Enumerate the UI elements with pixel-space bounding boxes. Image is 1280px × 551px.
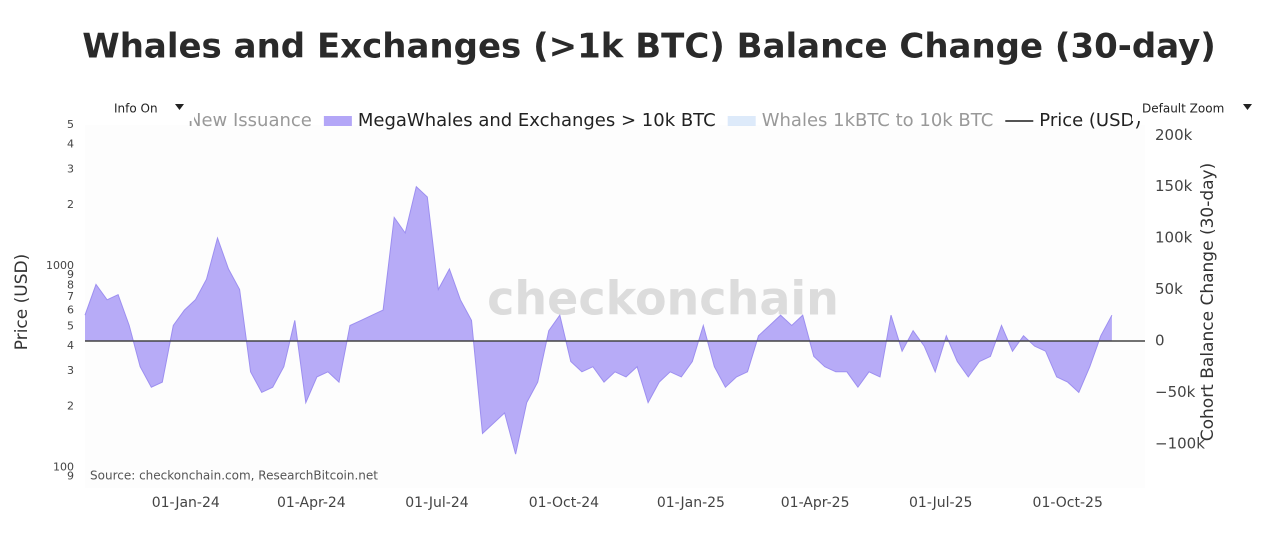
x-tick-label: 01-Jul-25 xyxy=(909,495,972,511)
area-line xyxy=(84,185,1113,455)
y-tick-label: 5 xyxy=(67,320,74,333)
y-tick-label: 2 xyxy=(67,198,74,211)
legend-swatch xyxy=(323,116,352,126)
x-tick-label: 01-Jan-25 xyxy=(657,495,725,511)
y-tick-label: 4 xyxy=(67,339,74,352)
y2-tick-label: −100k xyxy=(1155,434,1205,452)
y-tick-label: 9 xyxy=(67,470,74,483)
legend-label[interactable]: New Issuance xyxy=(188,110,312,131)
y2-tick-label: 200k xyxy=(1155,126,1193,144)
legend-label[interactable]: Whales 1kBTC to 10k BTC xyxy=(762,110,994,131)
zoom-dropdown[interactable]: Default Zoom xyxy=(1132,97,1258,121)
y-tick-label: 1000 xyxy=(46,259,74,272)
x-tick-label: 01-Jan-24 xyxy=(152,495,220,511)
y-axis-label: Price (USD) xyxy=(12,254,32,350)
dropdown-label[interactable]: Info On xyxy=(114,102,158,116)
x-tick-label: 01-Apr-25 xyxy=(781,495,850,511)
chart-title: Whales and Exchanges (>1k BTC) Balance C… xyxy=(82,27,1216,67)
dropdown-box[interactable] xyxy=(1132,97,1258,121)
y-tick-label: 7 xyxy=(67,290,74,303)
legend-swatch xyxy=(727,116,756,126)
x-tick-label: 01-Apr-24 xyxy=(277,495,346,511)
y2-tick-label: 100k xyxy=(1155,229,1193,247)
info-dropdown[interactable]: Info On xyxy=(104,97,194,121)
y-tick-label: 3 xyxy=(67,163,74,176)
y-tick-label: 8 xyxy=(67,278,74,291)
watermark: checkonchain xyxy=(487,272,839,326)
source-note: Source: checkonchain.com, ResearchBitcoi… xyxy=(90,469,378,483)
x-tick-label: 01-Jul-24 xyxy=(405,495,468,511)
y2-tick-label: 150k xyxy=(1155,177,1193,195)
x-tick-label: 01-Oct-24 xyxy=(529,495,599,511)
y2-axis-label: Cohort Balance Change (30-day) xyxy=(1198,163,1218,442)
dropdown-arrow xyxy=(1243,104,1252,110)
y-tick-label: 2 xyxy=(67,400,74,413)
x-tick-label: 01-Oct-25 xyxy=(1033,495,1103,511)
y-tick-label: 3 xyxy=(67,364,74,377)
y2-tick-label: 50k xyxy=(1155,280,1183,298)
y-tick-label: 100 xyxy=(53,460,74,473)
legend-label[interactable]: Price (USD) xyxy=(1039,110,1141,131)
y-tick-label: 9 xyxy=(67,268,74,281)
y-tick-label: 5 xyxy=(67,118,74,131)
y-tick-label: 6 xyxy=(67,304,74,317)
legend: New Issuance MegaWhales and Exchanges > 1… xyxy=(188,110,1141,131)
dropdown-label[interactable]: Default Zoom xyxy=(1142,102,1224,116)
legend-label[interactable]: MegaWhales and Exchanges > 10k BTC xyxy=(358,110,716,131)
dropdown-arrow xyxy=(175,104,184,110)
plot-background xyxy=(85,125,1145,488)
y-tick-label: 4 xyxy=(67,138,74,151)
y2-tick-label: 0 xyxy=(1155,331,1165,349)
y2-tick-label: −50k xyxy=(1155,383,1196,401)
